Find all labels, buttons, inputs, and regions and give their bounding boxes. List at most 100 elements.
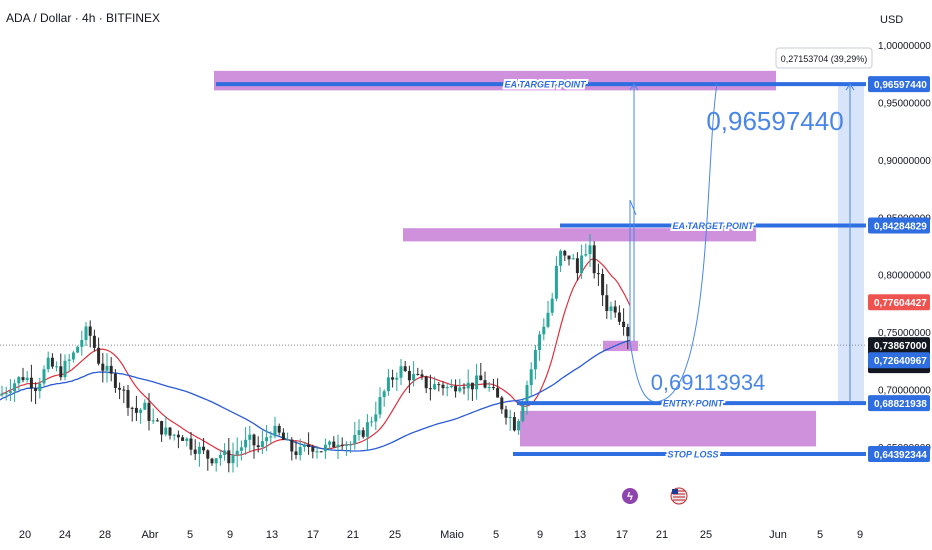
x-tick-label: 13: [574, 529, 586, 541]
target-arrow-head: [629, 83, 639, 91]
price-tag-label: 0,84284829: [874, 221, 927, 232]
candle: [185, 438, 189, 441]
candle: [25, 377, 29, 381]
candle: [382, 391, 386, 398]
candle: [407, 370, 411, 381]
candle: [17, 377, 21, 384]
projection-tick: [629, 199, 637, 216]
candle: [462, 387, 466, 389]
candle: [416, 373, 420, 375]
moving-averages: [0, 258, 631, 456]
candle: [554, 265, 558, 299]
candle: [349, 444, 353, 446]
x-tick-label: 5: [817, 529, 823, 541]
ma-slow-line: [0, 339, 631, 452]
y-tick-label: 0,90000000: [878, 156, 931, 167]
candle: [428, 388, 432, 390]
candle: [391, 377, 395, 380]
measure-box: [775, 47, 873, 69]
candle: [176, 434, 180, 438]
x-tick-label: 20: [19, 529, 31, 541]
candle: [626, 327, 630, 337]
price-tag: [868, 395, 930, 412]
candle: [487, 387, 491, 389]
level-label: ENTRY POINT: [663, 399, 725, 409]
x-tick-label: 25: [389, 529, 401, 541]
candle: [101, 363, 105, 371]
x-tick-label: 13: [266, 529, 278, 541]
candle: [546, 312, 550, 327]
candle: [458, 387, 462, 392]
candle: [613, 306, 617, 313]
candle: [441, 384, 445, 389]
y-tick-label: 0,95000000: [878, 98, 931, 109]
candle: [323, 444, 327, 452]
candle: [307, 444, 311, 447]
level-label: STOP LOSS: [667, 449, 718, 459]
candle: [529, 369, 533, 386]
annotation-layer: 0,96597440 0,69113934 0,27153704 (39,29%) ϟ: [622, 47, 873, 505]
candle: [155, 420, 159, 422]
candle: [424, 376, 428, 389]
candle: [550, 298, 554, 313]
projection-layer: [629, 83, 855, 404]
candle: [235, 450, 239, 456]
candle: [328, 441, 332, 445]
candle: [332, 441, 336, 448]
y-tick-label: 0,75000000: [878, 328, 931, 339]
candle: [449, 386, 453, 388]
candle: [588, 245, 592, 255]
flag-canton: [672, 489, 678, 494]
candle: [151, 420, 155, 422]
ma-fast-line: [0, 258, 631, 456]
candle: [504, 409, 508, 418]
candle: [542, 326, 546, 335]
x-tick-label: 17: [307, 529, 319, 541]
candle: [113, 373, 117, 388]
candle: [29, 377, 33, 389]
candle: [8, 391, 12, 393]
candle: [584, 254, 588, 256]
candle: [353, 434, 357, 445]
candle: [605, 295, 609, 311]
candle: [214, 458, 218, 464]
candle: [168, 427, 172, 436]
candle: [139, 409, 143, 413]
candle: [277, 425, 281, 433]
candle: [147, 402, 151, 421]
candle: [164, 427, 168, 435]
candle: [340, 444, 344, 446]
candle: [445, 387, 449, 389]
y-tick-label: 0,70000000: [878, 386, 931, 397]
x-tick-label: 17: [616, 529, 628, 541]
candle: [109, 365, 113, 374]
levels-layer: EA TARGET POINT EA TARGET POINT ENTRY POIN…: [216, 78, 866, 461]
candle: [80, 339, 84, 347]
x-tick-label: Jun: [769, 529, 787, 541]
x-tick-label: 21: [656, 529, 668, 541]
candle: [500, 397, 504, 410]
candle: [395, 377, 399, 380]
candle: [365, 422, 369, 437]
candle: [437, 384, 441, 386]
x-tick-label: 9: [857, 529, 863, 541]
price-tag: [868, 217, 930, 234]
entry-price-annotation: 0,69113934: [651, 370, 766, 395]
candle: [223, 450, 227, 455]
candle: [202, 446, 206, 451]
candle: [399, 366, 403, 378]
support-zone: [520, 410, 816, 447]
candle: [244, 439, 248, 448]
candle: [13, 383, 17, 392]
currency-label[interactable]: USD: [880, 14, 904, 26]
candle: [227, 450, 231, 464]
candle: [622, 321, 626, 328]
price-tag-label: 0,72640967: [874, 356, 927, 367]
price-tag: [868, 352, 930, 369]
candle: [386, 377, 390, 392]
x-tick-label: 28: [99, 529, 111, 541]
candle: [122, 389, 126, 391]
candles-layer: [0, 234, 630, 473]
lightning-glyph: ϟ: [627, 491, 633, 503]
